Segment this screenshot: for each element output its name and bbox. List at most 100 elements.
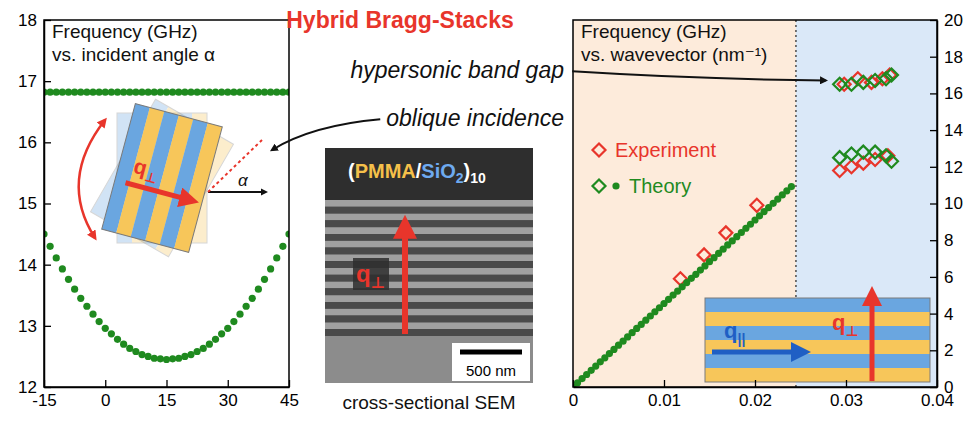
diamond-marker [833, 151, 846, 164]
q-perp-arrow [870, 292, 875, 381]
dot-marker [224, 325, 231, 332]
y-tick-label: 4 [944, 305, 953, 324]
legend-symbol [612, 182, 619, 189]
dot-marker [138, 351, 145, 358]
x-tick-mark [105, 380, 106, 387]
y-tick-mark [44, 81, 51, 82]
label-base: q [832, 310, 845, 335]
dot-marker [77, 89, 84, 96]
y-tick: 20 [930, 11, 963, 30]
sem-layer [325, 241, 533, 248]
y-tick: 6 [930, 268, 953, 287]
label-sub: ⊥ [143, 169, 159, 187]
y-tick-label: 8 [944, 231, 953, 250]
sem-label-part: 2 [456, 170, 464, 186]
dot-marker [89, 311, 96, 318]
q-label: q⊥ [356, 260, 385, 291]
chart-title: Frequency (GHz) [581, 21, 727, 42]
dot-marker [267, 265, 274, 272]
y-tick-label: 16 [18, 133, 37, 152]
dot-marker [59, 265, 66, 272]
layer-outline [705, 298, 930, 382]
y-tick: 17 [18, 72, 51, 91]
dot-marker [132, 89, 139, 96]
dot-marker [206, 341, 213, 348]
x-tick-label: 30 [219, 391, 238, 410]
dot-marker [212, 89, 219, 96]
dot-marker [187, 351, 194, 358]
y-tick-mark [930, 387, 937, 388]
layer-outline [91, 99, 234, 257]
dot-marker [47, 243, 54, 250]
y-tick-label: 13 [18, 317, 37, 336]
legend-symbol [593, 144, 606, 157]
dot-marker [194, 89, 201, 96]
chart-subtitle: vs. wavevector (nm⁻¹) [581, 44, 767, 65]
dot-marker [59, 89, 66, 96]
dot-marker [96, 89, 103, 96]
sem-layer [325, 207, 533, 214]
dot-marker [279, 243, 286, 250]
y-tick: 16 [930, 84, 963, 103]
dot-marker [230, 318, 237, 325]
figure: q⊥α-15015304512131415161718Frequency (GH… [0, 0, 978, 421]
y-tick-label: 0 [944, 378, 953, 397]
y-tick: 14 [18, 256, 51, 275]
dot-marker [120, 89, 127, 96]
y-tick-mark [930, 20, 937, 21]
sem-layer [325, 302, 533, 309]
dot-marker [261, 89, 268, 96]
dot-marker [89, 89, 96, 96]
dot-marker [273, 89, 280, 96]
layer [174, 123, 222, 252]
y-tick-mark [44, 142, 51, 143]
legend: Experiment Theory [593, 139, 717, 197]
dot-marker [255, 89, 262, 96]
y-tick-label: 16 [944, 84, 963, 103]
label-base: α [238, 171, 249, 190]
dot-marker [200, 345, 207, 352]
dot-marker [236, 311, 243, 318]
angle-label: α [238, 171, 249, 190]
dot-marker [145, 89, 152, 96]
y-tick-label: 14 [18, 256, 37, 275]
dot-marker [273, 254, 280, 261]
sem-label-part: PMMA [355, 160, 416, 182]
y-axis: 02468101214161820 [930, 11, 963, 397]
y-tick: 14 [930, 121, 963, 140]
dot-marker [243, 89, 250, 96]
y-tick-label: 10 [944, 194, 963, 213]
label-base: q [724, 318, 737, 343]
dot-marker [175, 355, 182, 362]
legend-entry: Experiment [593, 139, 717, 161]
dot-marker [151, 355, 158, 362]
legend-label: Theory [629, 175, 691, 197]
dot-marker [53, 254, 60, 261]
y-tick: 18 [930, 48, 963, 67]
figure-title: Hybrid Bragg-Stacks [286, 7, 514, 33]
dot-marker [47, 89, 54, 96]
layer [705, 354, 930, 368]
y-tick: 16 [18, 133, 51, 152]
y-tick: 13 [18, 317, 51, 336]
dot-marker [132, 348, 139, 355]
x-tick: 0 [101, 380, 110, 410]
dot-marker [230, 89, 237, 96]
x-axis: 00.010.020.030.04 [569, 380, 954, 410]
x-tick-mark [228, 380, 229, 387]
plot-frame [573, 20, 937, 387]
q-label: q⊥ [130, 154, 161, 187]
y-tick-mark [930, 277, 937, 278]
dot-marker [53, 89, 60, 96]
label-patch [353, 258, 389, 290]
dot-marker [138, 89, 145, 96]
scale-bar-box [452, 343, 530, 381]
q-parallel-arrow [712, 350, 805, 355]
plot-background [573, 20, 937, 387]
diamond-marker [885, 69, 898, 82]
x-tick-mark [664, 380, 665, 387]
dot-marker [83, 303, 90, 310]
layer [705, 368, 930, 382]
sem-substrate [325, 336, 533, 383]
y-tick-mark [930, 57, 937, 58]
